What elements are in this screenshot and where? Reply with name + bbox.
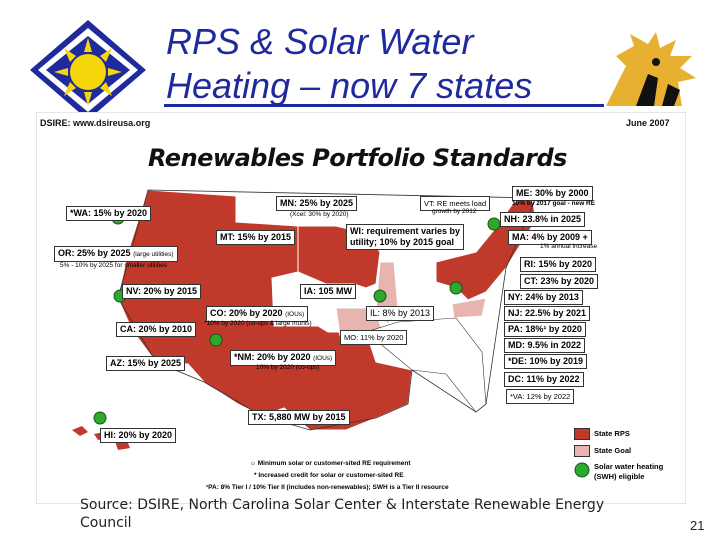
footnote-1: ☼ Minimum solar or customer-sited RE req… [250, 460, 411, 467]
label-mo: MO: 11% by 2020 [340, 330, 408, 345]
label-nj: NJ: 22.5% by 2021 [504, 306, 591, 321]
label-co: CO: 20% by 2020 (IOUs) [206, 306, 309, 322]
swh-dot-az [209, 333, 223, 347]
sun-logo-icon [30, 20, 146, 118]
swh-dot-wi [373, 289, 387, 303]
label-wi: WI: requirement varies by utility; 10% by… [346, 224, 465, 250]
label-de: *DE: 10% by 2019 [504, 354, 588, 369]
source-citation: Source: DSIRE, North Carolina Solar Cent… [80, 497, 605, 531]
label-dc: DC: 11% by 2022 [504, 372, 584, 387]
label-me-sub: 10% by 2017 goal - new RE [512, 200, 596, 207]
label-va: *VA: 12% by 2022 [506, 389, 575, 404]
legend-rps-swatch [574, 428, 590, 440]
label-or: OR: 25% by 2025 (large utilities) [54, 246, 178, 262]
legend-swh-label: Solar water heating (SWH) eligible [594, 462, 664, 481]
page-number: 21 [690, 518, 705, 533]
label-me: ME: 30% by 2000 [512, 186, 593, 201]
swh-dot-hi [93, 411, 107, 425]
legend-goal-swatch [574, 445, 590, 457]
label-nm: *NM: 20% by 2020 (IOUs) [230, 350, 337, 366]
label-wa: *WA: 15% by 2020 [66, 206, 152, 221]
label-or-sub: 5% - 10% by 2025 for smaller utilities [60, 262, 167, 269]
slide-title: RPS & Solar Water Heating – now 7 states [166, 20, 532, 108]
label-vt: VT: RE meets load [420, 196, 491, 211]
label-il: IL: 8% by 2013 [366, 306, 435, 321]
legend-swh-dot-icon [574, 462, 590, 478]
label-md: MD: 9.5% in 2022 [504, 338, 586, 353]
footnote-2: * Increased credit for solar or customer… [254, 472, 404, 479]
title-underline [164, 104, 604, 107]
label-mn-sub: (Xcel: 30% by 2020) [290, 211, 349, 218]
label-ma: MA: 4% by 2009 + [508, 230, 592, 245]
map-heading: Renewables Portfolio Standards [148, 144, 567, 172]
label-vt-sub: growth by 2012 [432, 208, 477, 215]
pegasus-logo-icon [606, 32, 696, 106]
swh-dot-pa [449, 281, 463, 295]
title-line-1: RPS & Solar Water [166, 21, 474, 62]
legend-goal-label: State Goal [594, 446, 632, 455]
map-va-region [451, 297, 487, 319]
label-hi: HI: 20% by 2020 [100, 428, 177, 443]
label-ia: IA: 105 MW [300, 284, 357, 299]
label-pa: PA: 18%¹ by 2020 [504, 322, 586, 337]
label-ny: NY: 24% by 2013 [504, 290, 583, 305]
label-az: AZ: 15% by 2025 [106, 356, 186, 371]
label-mn: MN: 25% by 2025 [276, 196, 358, 211]
swh-dot-nh [487, 217, 501, 231]
label-nv: NV: 20% by 2015 [122, 284, 202, 299]
label-co-sub: *10% by 2020 (co-ops & large munis) [204, 320, 312, 327]
label-ri: RI: 15% by 2020 [520, 257, 597, 272]
label-ma-sub: 1% annual increase [540, 243, 598, 250]
label-nh: NH: 23.8% in 2025 [500, 212, 586, 227]
label-mt: MT: 15% by 2015 [216, 230, 296, 245]
footnote-3: ¹PA: 8% Tier I / 10% Tier II (includes n… [206, 484, 449, 491]
map-date: June 2007 [626, 118, 670, 128]
legend-rps-label: State RPS [594, 429, 630, 438]
dsire-url: DSIRE: www.dsireusa.org [40, 118, 151, 128]
label-ca: CA: 20% by 2010 [116, 322, 197, 337]
title-line-2: Heating – now 7 states [166, 65, 533, 106]
label-ct: CT: 23% by 2020 [520, 274, 599, 289]
label-tx: TX: 5,880 MW by 2015 [248, 410, 350, 425]
label-nm-sub: 10% by 2020 (co-ops) [256, 364, 320, 371]
